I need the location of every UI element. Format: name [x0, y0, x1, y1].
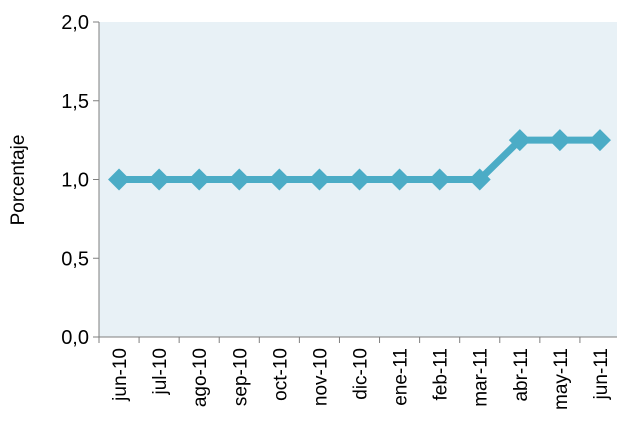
data-point-marker — [228, 168, 251, 191]
axes — [93, 21, 617, 343]
y-tick-label: 0,5 — [61, 248, 89, 270]
x-tick-label: jun-10 — [110, 348, 131, 402]
data-point-marker — [188, 168, 211, 191]
labels-layer: 0,0 0,5 1,0 1,5 2,0 jun-10 jul-10 ago-10 sep-10 o… — [61, 12, 612, 410]
data-point-marker — [588, 129, 611, 152]
x-tick-label: may-11 — [551, 348, 572, 410]
data-point-marker — [348, 168, 371, 191]
x-tick-label: jul-10 — [150, 348, 171, 395]
data-point-marker — [308, 168, 331, 191]
data-point-marker — [508, 129, 531, 152]
x-tick-label: dic-10 — [351, 348, 372, 400]
x-tick-label: jun-11 — [591, 348, 612, 400]
y-tick-label: 0,0 — [61, 327, 89, 349]
x-tick-label: mar-11 — [471, 348, 492, 407]
data-point-marker — [388, 168, 411, 191]
data-point-marker — [428, 168, 451, 191]
x-tick-label: nov-10 — [310, 348, 331, 406]
data-point-marker — [148, 168, 171, 191]
x-tick-label: sep-10 — [230, 348, 251, 406]
x-tick-label: ene-11 — [391, 348, 412, 406]
y-tick-label: 1,5 — [61, 91, 89, 113]
series-layer — [108, 129, 611, 191]
y-tick-label: 2,0 — [61, 12, 89, 34]
x-tick-label: oct-10 — [270, 348, 291, 401]
y-tick-label: 1,0 — [61, 170, 89, 192]
x-tick-label: abr-11 — [511, 348, 532, 402]
data-point-marker — [548, 129, 571, 152]
y-axis-title: Porcentaje — [8, 135, 29, 226]
data-point-marker — [268, 168, 291, 191]
x-tick-label: ago-10 — [190, 348, 211, 407]
data-point-marker — [468, 168, 491, 191]
x-tick-label: feb-11 — [431, 348, 452, 400]
data-point-marker — [108, 168, 131, 191]
